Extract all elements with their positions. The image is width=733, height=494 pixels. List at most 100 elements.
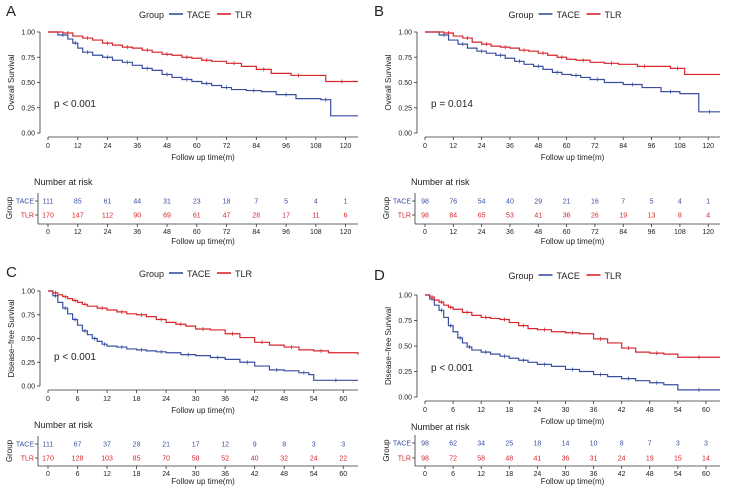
panel-b: B Group TACE TLR0.000.250.500.751.00Overall… (374, 3, 720, 246)
x-tick-label: 0 (423, 143, 427, 150)
x-tick-label: 0 (46, 396, 50, 403)
risk-x-tick-label: 60 (702, 471, 710, 478)
y-tick-label: 0.75 (398, 55, 412, 62)
risk-count: 72 (449, 456, 457, 463)
panel-c: C Group TACE TLR0.000.250.500.751.00Disease… (5, 264, 359, 486)
x-tick-label: 42 (251, 396, 259, 403)
risk-count: 98 (421, 441, 429, 448)
risk-count: 1 (344, 199, 348, 206)
x-tick-label: 24 (162, 396, 170, 403)
risk-table-title: Number at risk (411, 177, 470, 187)
risk-x-tick-label: 12 (74, 229, 82, 236)
risk-count: 98 (421, 213, 429, 220)
risk-count: 3 (312, 442, 316, 449)
risk-count: 21 (162, 442, 170, 449)
y-axis-title: Disease−free Survival (7, 299, 16, 377)
risk-count: 18 (223, 199, 231, 206)
risk-x-tick-label: 12 (449, 229, 457, 236)
y-tick-label: 0.75 (398, 318, 412, 325)
y-axis: 0.00 0.25 0.50 0.75 1.00 Disease−free Surviva… (384, 293, 418, 402)
risk-x-tick-label: 36 (133, 229, 141, 236)
legend: Group TACE TLR (139, 10, 253, 20)
risk-count: 52 (221, 456, 229, 463)
risk-count: 61 (104, 199, 112, 206)
risk-count: 4 (314, 199, 318, 206)
risk-count: 128 (72, 456, 84, 463)
x-tick-label: 60 (193, 143, 201, 150)
risk-count: 53 (506, 213, 514, 220)
risk-count: 112 (102, 213, 113, 220)
x-tick-label: 84 (619, 143, 627, 150)
km-curve-tlr (48, 290, 359, 355)
x-tick-label: 120 (340, 143, 352, 150)
risk-count: 47 (223, 213, 231, 220)
risk-x-tick-label: 42 (251, 471, 259, 478)
risk-x-tick-label: 84 (252, 229, 260, 236)
x-tick-label: 12 (103, 396, 111, 403)
y-tick-label: 0.00 (21, 131, 35, 138)
x-tick-label: 48 (534, 143, 542, 150)
x-axis: 0 6 12 18 24 30 36 42 48 54 60 Follow up time(m) (423, 400, 720, 426)
risk-x-tick-label: 30 (562, 471, 570, 478)
legend-title: Group (509, 271, 534, 281)
y-tick-label: 1.00 (398, 30, 412, 37)
risk-x-tick-label: 120 (702, 229, 714, 236)
legend-label-tace: TACE (557, 10, 580, 20)
legend-label-tlr: TLR (605, 271, 623, 281)
risk-x-tick-label: 60 (339, 471, 347, 478)
panel-label: A (6, 3, 16, 20)
risk-count: 10 (590, 441, 598, 448)
legend-title: Group (139, 10, 164, 20)
x-tick-label: 30 (192, 396, 200, 403)
risk-x-tick-label: 120 (340, 229, 352, 236)
y-tick-label: 0.00 (398, 131, 412, 138)
risk-count: 11 (312, 213, 319, 220)
risk-count: 58 (477, 456, 485, 463)
x-tick-label: 0 (46, 143, 50, 150)
risk-count: 8 (678, 213, 682, 220)
risk-count: 8 (282, 442, 286, 449)
x-tick-label: 60 (339, 396, 347, 403)
risk-count: 65 (478, 213, 486, 220)
x-axis: 0 6 12 18 24 30 36 42 48 54 60 Follow up time(m) (46, 389, 358, 415)
risk-count: 3 (341, 442, 345, 449)
risk-count: 70 (162, 456, 170, 463)
risk-count: 19 (619, 213, 627, 220)
x-tick-label: 36 (590, 407, 598, 414)
y-tick-label: 0.25 (398, 369, 412, 376)
p-value: p < 0.001 (54, 352, 96, 363)
risk-count: 5 (650, 199, 654, 206)
risk-count: 31 (163, 199, 171, 206)
risk-count: 18 (533, 441, 541, 448)
risk-count: 5 (284, 199, 288, 206)
risk-count: 14 (702, 456, 710, 463)
km-curve-tlr (425, 31, 720, 76)
x-tick-label: 54 (674, 407, 682, 414)
risk-table-y-title: Group (5, 196, 14, 219)
risk-row-label-tace: TACE (393, 199, 411, 206)
x-tick-label: 120 (702, 143, 714, 150)
x-axis-title: Follow up time(m) (171, 153, 235, 162)
risk-count: 48 (505, 456, 513, 463)
risk-table-title: Number at risk (34, 420, 93, 430)
legend-label-tlr: TLR (235, 10, 253, 20)
x-tick-label: 108 (674, 143, 686, 150)
risk-count: 84 (449, 213, 457, 220)
y-tick-label: 0.00 (398, 395, 412, 402)
x-tick-label: 18 (505, 407, 513, 414)
risk-x-tick-label: 30 (192, 471, 200, 478)
x-tick-label: 18 (133, 396, 141, 403)
risk-x-tick-label: 18 (133, 471, 141, 478)
risk-count: 25 (505, 441, 513, 448)
risk-x-tick-label: 48 (280, 471, 288, 478)
y-tick-label: 1.00 (398, 293, 412, 300)
risk-count: 76 (449, 199, 457, 206)
risk-table: Number at risk TACE 111 67 37 28 21 17 12 9 8 3 3 TLR… (5, 420, 358, 486)
y-tick-label: 0.00 (21, 384, 35, 391)
risk-count: 6 (344, 213, 348, 220)
x-tick-label: 6 (76, 396, 80, 403)
risk-count: 7 (254, 199, 258, 206)
risk-x-tick-label: 54 (674, 471, 682, 478)
risk-x-tick-label: 6 (451, 471, 455, 478)
